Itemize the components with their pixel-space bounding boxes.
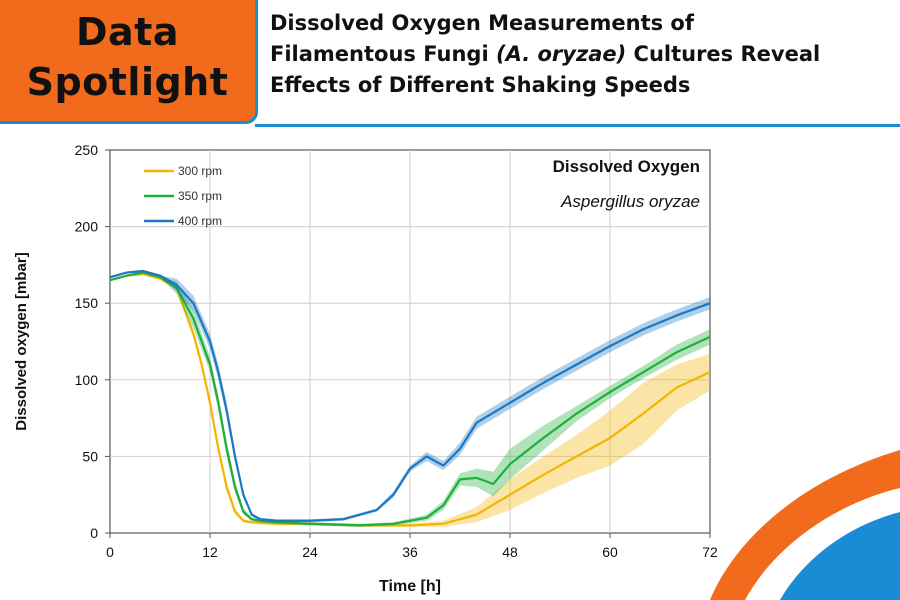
- series-line-300-rpm: [109, 272, 711, 527]
- data-spotlight-badge: Data Spotlight: [0, 0, 258, 124]
- series-band-300-rpm: [110, 274, 710, 527]
- x-tick-label: 36: [402, 544, 418, 560]
- legend-label: 350 rpm: [178, 189, 222, 203]
- x-tick-label: 60: [602, 544, 618, 560]
- y-tick-label: 100: [75, 372, 99, 388]
- series-line-350-rpm: [109, 271, 711, 527]
- header-rule: [255, 124, 900, 127]
- x-tick-label: 12: [202, 544, 218, 560]
- chart-subtitle: Aspergillus oryzae: [560, 192, 700, 211]
- badge-line-2: Spotlight: [26, 60, 229, 104]
- headline-line-2: Filamentous Fungi (A. oryzae) Cultures R…: [270, 39, 895, 70]
- headline-species: (A. oryzae): [495, 42, 627, 66]
- headline: Dissolved Oxygen Measurements of Filamen…: [270, 8, 895, 101]
- x-tick-label: 24: [302, 544, 318, 560]
- headline-line-2-b: Cultures Reveal: [626, 42, 821, 66]
- legend-label: 400 rpm: [178, 214, 222, 228]
- headline-line-3: Effects of Different Shaking Speeds: [270, 73, 691, 97]
- series-line-400-rpm: [109, 269, 711, 522]
- y-tick-label: 250: [75, 142, 99, 158]
- series-band-350-rpm: [110, 272, 710, 527]
- legend-label: 300 rpm: [178, 164, 222, 178]
- x-tick-label: 72: [702, 544, 718, 560]
- x-tick-label: 0: [106, 544, 114, 560]
- y-tick-label: 50: [82, 448, 98, 464]
- x-axis-label: Time [h]: [379, 578, 441, 595]
- y-tick-label: 150: [75, 295, 99, 311]
- headline-line-2-a: Filamentous Fungi: [270, 42, 496, 66]
- badge-line-1: Data: [76, 10, 179, 54]
- corner-decoration: [710, 450, 900, 600]
- dissolved-oxygen-chart: 0 12 24 36 48 60 72 0 50 100 150 200 250 300 rpm 350 r…: [13, 142, 718, 595]
- y-tick-label: 0: [90, 525, 98, 541]
- y-axis-label: Dissolved oxygen [mbar]: [13, 252, 30, 430]
- x-tick-label: 48: [502, 544, 518, 560]
- y-tick-label: 200: [75, 219, 99, 235]
- chart-title: Dissolved Oxygen: [553, 157, 700, 176]
- headline-line-1: Dissolved Oxygen Measurements of: [270, 11, 694, 35]
